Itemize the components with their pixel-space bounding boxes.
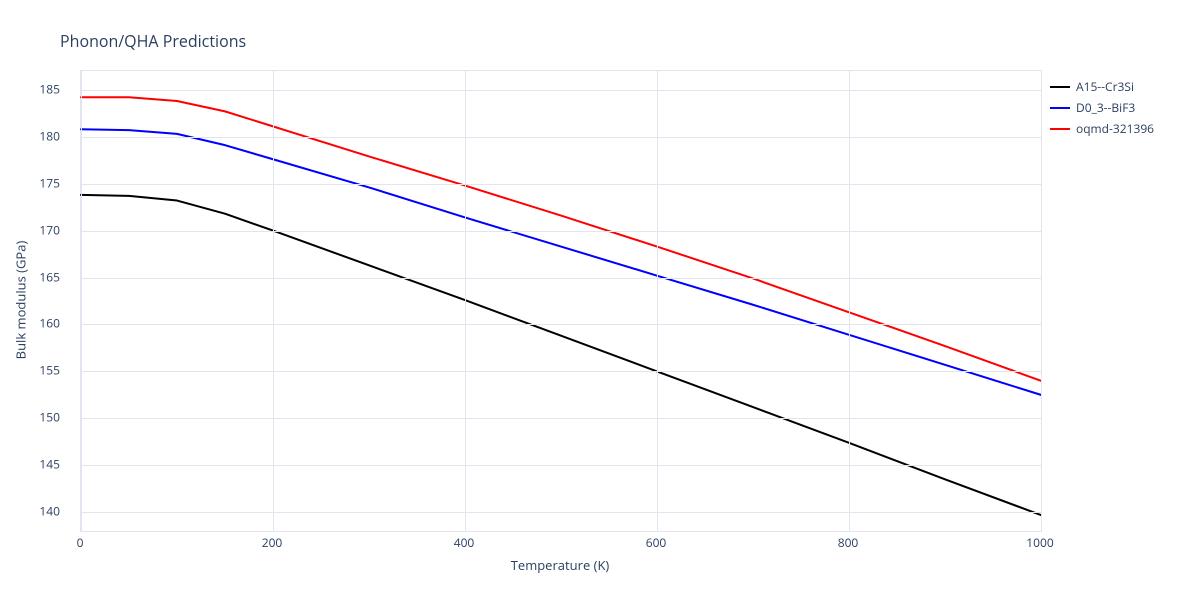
gridline-vertical	[465, 71, 466, 531]
y-tick-label: 140	[0, 503, 60, 520]
x-tick-label: 0	[77, 534, 84, 551]
chart-container: Phonon/QHA Predictions Temperature (K) B…	[0, 0, 1200, 600]
gridline-horizontal	[81, 90, 1041, 91]
legend-item[interactable]: oqmd-321396	[1050, 120, 1154, 137]
gridline-horizontal	[81, 184, 1041, 185]
gridline-vertical	[657, 71, 658, 531]
series-line[interactable]	[81, 129, 1041, 395]
legend-label: A15--Cr3Si	[1076, 78, 1134, 95]
legend-label: oqmd-321396	[1076, 120, 1154, 137]
y-tick-label: 155	[0, 362, 60, 379]
legend-item[interactable]: A15--Cr3Si	[1050, 78, 1154, 95]
y-tick-label: 170	[0, 221, 60, 238]
gridline-horizontal	[81, 278, 1041, 279]
y-tick-label: 175	[0, 174, 60, 191]
gridline-horizontal	[81, 371, 1041, 372]
y-tick-label: 180	[0, 127, 60, 144]
y-tick-label: 145	[0, 456, 60, 473]
gridline-horizontal	[81, 137, 1041, 138]
x-axis-label: Temperature (K)	[80, 556, 1040, 574]
legend: A15--Cr3Si D0_3--BiF3 oqmd-321396	[1050, 78, 1154, 141]
series-line[interactable]	[81, 97, 1041, 381]
gridline-vertical	[849, 71, 850, 531]
legend-swatch	[1050, 86, 1070, 88]
gridline-vertical	[81, 71, 82, 531]
y-tick-label: 185	[0, 80, 60, 97]
plot-area[interactable]	[80, 70, 1042, 532]
series-svg	[81, 71, 1041, 531]
y-tick-label: 150	[0, 409, 60, 426]
x-tick-label: 800	[838, 534, 859, 551]
gridline-horizontal	[81, 465, 1041, 466]
gridline-vertical	[273, 71, 274, 531]
x-tick-label: 200	[262, 534, 283, 551]
legend-swatch	[1050, 107, 1070, 109]
gridline-horizontal	[81, 512, 1041, 513]
x-tick-label: 600	[646, 534, 667, 551]
legend-item[interactable]: D0_3--BiF3	[1050, 99, 1154, 116]
gridline-horizontal	[81, 324, 1041, 325]
y-axis-label-text: Bulk modulus (GPa)	[11, 241, 29, 360]
gridline-horizontal	[81, 231, 1041, 232]
gridline-horizontal	[81, 418, 1041, 419]
y-tick-label: 160	[0, 315, 60, 332]
chart-title: Phonon/QHA Predictions	[60, 30, 246, 52]
y-tick-label: 165	[0, 268, 60, 285]
legend-swatch	[1050, 128, 1070, 130]
series-line[interactable]	[81, 195, 1041, 515]
gridline-vertical	[1041, 71, 1042, 531]
x-tick-label: 400	[454, 534, 475, 551]
legend-label: D0_3--BiF3	[1076, 99, 1135, 116]
x-tick-label: 1000	[1026, 534, 1053, 551]
